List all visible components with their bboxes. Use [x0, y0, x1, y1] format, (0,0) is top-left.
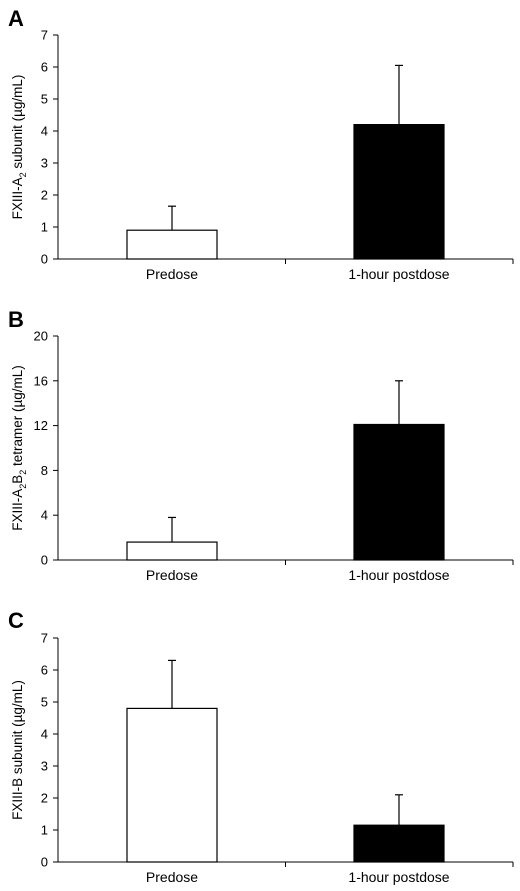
y-tick-label: 4 [41, 124, 48, 139]
bar-predose [126, 707, 218, 863]
bar-predose [126, 229, 218, 260]
y-tick-label: 0 [41, 553, 48, 568]
y-tick-label: 16 [34, 373, 48, 388]
y-tick-label: 12 [34, 418, 48, 433]
y-axis-title-rest: tetramer (µg/mL) [10, 365, 25, 470]
y-tick-label: 0 [41, 252, 48, 267]
y-axis-title-sub1: 2 [18, 484, 28, 489]
panel-c: C 0 1 2 3 4 5 6 7 Predose 1-hour postdose FXIII-B s… [8, 608, 514, 885]
panel-letter: A [8, 6, 24, 31]
y-axis-title-sub2: 2 [18, 470, 28, 475]
y-tick-label: 1 [41, 823, 48, 838]
x-category-label: Predose [146, 266, 198, 282]
x-category-label: 1-hour postdose [348, 266, 449, 282]
y-tick-label: 2 [41, 188, 48, 203]
bar-postdose [353, 824, 445, 863]
y-axis-title: FXIII-A2B2 tetramer (µg/mL) [10, 365, 28, 531]
y-tick-label: 0 [41, 855, 48, 870]
y-tick-label: 20 [34, 329, 48, 344]
y-tick-label: 5 [41, 92, 48, 107]
y-axis-title-main: FXIII-B subunit (µg/mL) [10, 680, 25, 820]
panel-letter: B [8, 307, 24, 332]
x-category-label: Predose [146, 869, 198, 885]
y-axis-title-mid: B [10, 475, 25, 484]
y-tick-label: 7 [41, 28, 48, 43]
x-category-label: 1-hour postdose [348, 869, 449, 885]
y-tick-label: 6 [41, 663, 48, 678]
y-tick-label: 7 [41, 631, 48, 646]
bar-predose [126, 541, 218, 561]
y-axis-title-rest: subunit (µg/mL) [10, 75, 25, 173]
y-axis-title-sub1: 2 [18, 172, 28, 177]
y-axis-title: FXIII-A2 subunit (µg/mL) [10, 75, 28, 220]
y-axis-title-main: FXIII-A [10, 177, 25, 219]
x-category-label: 1-hour postdose [348, 567, 449, 583]
y-tick-label: 4 [41, 508, 48, 523]
y-tick-label: 3 [41, 156, 48, 171]
y-tick-label: 1 [41, 220, 48, 235]
y-tick-label: 8 [41, 463, 48, 478]
y-axis-title-main: FXIII-A [10, 489, 25, 531]
y-tick-label: 4 [41, 727, 48, 742]
y-axis-title: FXIII-B subunit (µg/mL) [10, 680, 25, 820]
y-tick-label: 2 [41, 791, 48, 806]
panel-letter: C [8, 608, 24, 633]
y-tick-label: 3 [41, 759, 48, 774]
panel-a: A 0 1 2 3 4 5 6 7 Predose 1-hour postdose FXIII-A2 … [8, 6, 514, 282]
x-category-label: Predose [146, 567, 198, 583]
y-tick-label: 5 [41, 695, 48, 710]
bar-postdose [353, 123, 445, 260]
y-tick-label: 6 [41, 60, 48, 75]
bar-postdose [353, 423, 445, 561]
